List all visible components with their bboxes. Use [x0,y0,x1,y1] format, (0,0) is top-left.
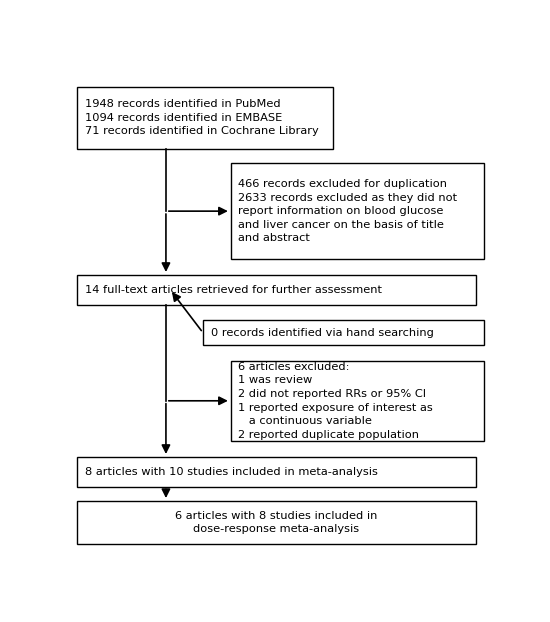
Text: 1948 records identified in PubMed
1094 records identified in EMBASE
71 records i: 1948 records identified in PubMed 1094 r… [85,99,318,136]
FancyBboxPatch shape [203,320,485,345]
FancyBboxPatch shape [231,361,485,441]
FancyBboxPatch shape [231,163,485,259]
Text: 8 articles with 10 studies included in meta-analysis: 8 articles with 10 studies included in m… [85,466,378,476]
Text: 6 articles excluded:
1 was review
2 did not reported RRs or 95% CI
1 reported ex: 6 articles excluded: 1 was review 2 did … [238,362,433,440]
Text: 466 records excluded for duplication
2633 records excluded as they did not
repor: 466 records excluded for duplication 263… [238,179,458,243]
Text: 14 full-text articles retrieved for further assessment: 14 full-text articles retrieved for furt… [85,285,382,295]
FancyBboxPatch shape [77,457,476,486]
FancyBboxPatch shape [77,86,333,149]
Text: 0 records identified via hand searching: 0 records identified via hand searching [211,328,433,338]
FancyBboxPatch shape [77,275,476,305]
Text: 6 articles with 8 studies included in
dose-response meta-analysis: 6 articles with 8 studies included in do… [175,511,378,534]
FancyBboxPatch shape [77,501,476,544]
